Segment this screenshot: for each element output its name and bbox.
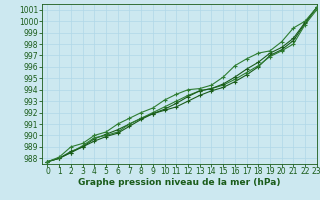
X-axis label: Graphe pression niveau de la mer (hPa): Graphe pression niveau de la mer (hPa)	[78, 178, 280, 187]
